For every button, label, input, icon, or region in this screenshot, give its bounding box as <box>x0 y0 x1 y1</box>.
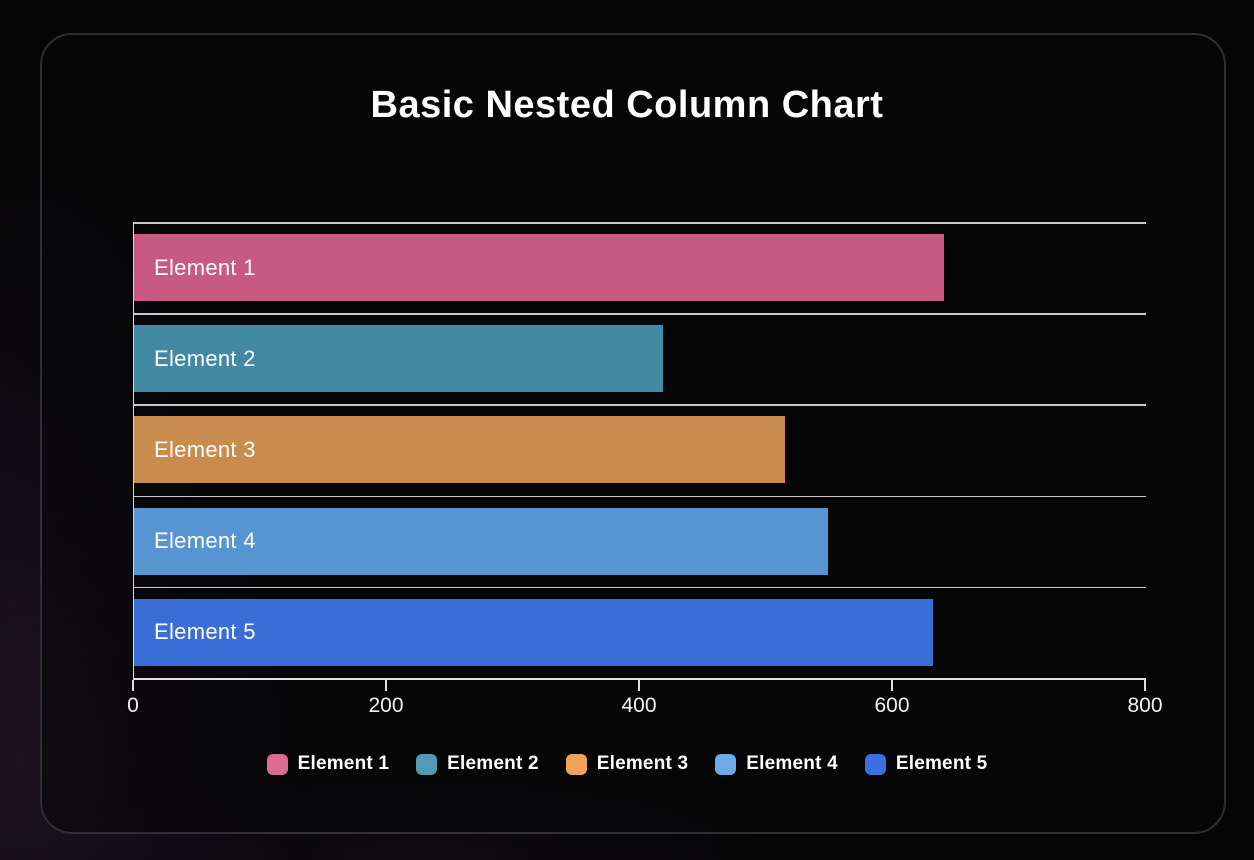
legend-label: Element 4 <box>746 753 838 774</box>
x-axis-tick-label: 600 <box>874 694 910 717</box>
bar-label: Element 4 <box>154 528 256 554</box>
bar-element-5[interactable]: Element 5 <box>134 598 934 666</box>
x-axis-tick-label: 400 <box>621 694 657 717</box>
bar-label: Element 5 <box>154 619 256 645</box>
legend-swatch-icon <box>416 753 438 775</box>
legend: Element 1 Element 2 Element 3 Element 4 Elem… <box>0 753 1254 775</box>
legend-item-element-4[interactable]: Element 4 <box>715 753 838 775</box>
gridline <box>134 495 1146 498</box>
legend-swatch-icon <box>864 753 886 775</box>
bar-element-2[interactable]: Element 2 <box>134 325 663 393</box>
x-axis-tick-label: 0 <box>127 694 139 717</box>
legend-label: Element 3 <box>596 753 689 774</box>
gridline <box>134 313 1146 315</box>
legend-item-element-1[interactable]: Element 1 <box>266 753 390 775</box>
bar-label: Element 3 <box>154 436 256 462</box>
x-axis-tick <box>132 680 134 691</box>
legend-label: Element 1 <box>297 753 390 774</box>
bar-element-3[interactable]: Element 3 <box>134 416 786 484</box>
bar-label: Element 2 <box>154 345 256 371</box>
legend-swatch-icon <box>565 753 587 775</box>
x-axis-tick <box>1144 680 1146 691</box>
bar-label: Element 1 <box>154 254 256 280</box>
gridline <box>134 404 1146 406</box>
gridline <box>134 586 1146 589</box>
x-axis-tick <box>891 680 893 691</box>
legend-label: Element 2 <box>447 753 539 774</box>
chart-title: Basic Nested Column Chart <box>370 84 884 126</box>
x-axis: 0 200 400 600 800 <box>127 680 1163 730</box>
bar-element-1[interactable]: Element 1 <box>134 234 944 301</box>
legend-item-element-3[interactable]: Element 3 <box>565 753 689 775</box>
x-axis-tick <box>638 680 640 691</box>
plot-area: Element 1 Element 2 Element 3 Element 4 Elem… <box>133 222 1146 680</box>
legend-swatch-icon <box>266 753 288 775</box>
legend-label: Element 5 <box>895 753 988 774</box>
x-axis-tick-label: 800 <box>1127 694 1163 717</box>
x-axis-tick-label: 200 <box>368 694 404 717</box>
bar-element-4[interactable]: Element 4 <box>134 507 829 575</box>
gridline <box>134 222 1146 224</box>
x-axis-tick <box>385 680 387 691</box>
legend-swatch-icon <box>715 753 737 775</box>
legend-item-element-2[interactable]: Element 2 <box>416 753 539 775</box>
legend-item-element-5[interactable]: Element 5 <box>864 753 988 775</box>
